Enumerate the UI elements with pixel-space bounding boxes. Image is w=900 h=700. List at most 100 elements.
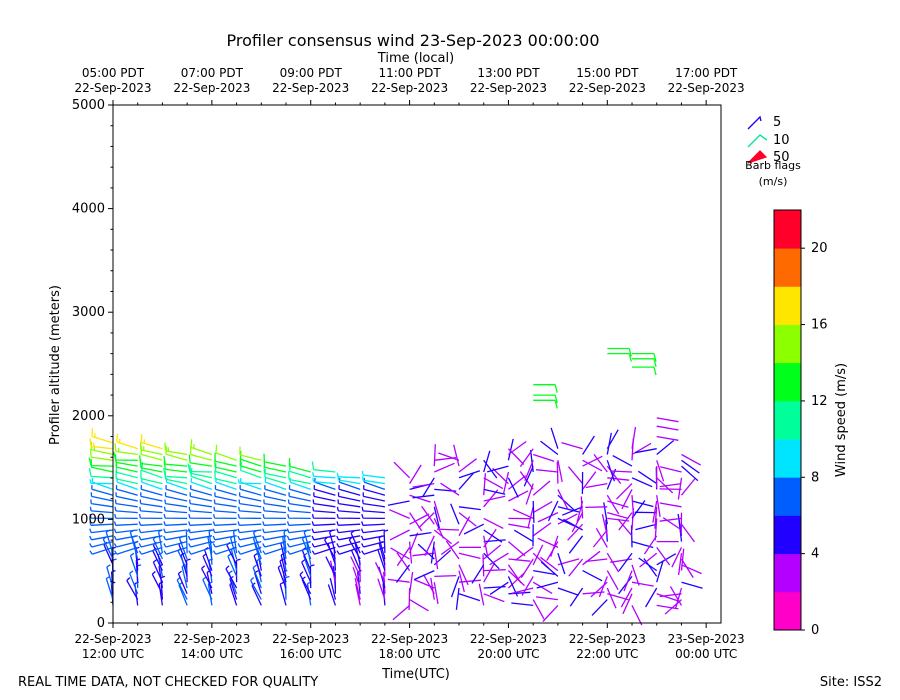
wind-barb	[607, 477, 630, 481]
wind-barb	[188, 546, 213, 555]
top-tick-time: 11:00 PDT	[378, 66, 441, 80]
wind-barb	[610, 558, 633, 563]
wind-barb	[523, 465, 534, 487]
wind-barb	[430, 541, 435, 564]
wind-barb	[664, 599, 682, 615]
wind-barb	[568, 558, 584, 577]
wind-barb	[361, 513, 385, 520]
wind-barb	[681, 453, 702, 466]
wind-barb	[681, 581, 703, 589]
wind-barb	[533, 399, 558, 409]
wind-barb	[114, 499, 138, 508]
wind-barb	[239, 446, 262, 461]
colorbar-tick-label: 12	[811, 394, 828, 409]
wind-barb	[164, 442, 188, 456]
wind-barb	[239, 451, 262, 467]
wind-barb	[337, 499, 361, 508]
wind-barb	[113, 528, 138, 534]
wind-barb	[609, 470, 633, 473]
wind-barb	[287, 546, 311, 555]
wind-barb	[138, 546, 163, 555]
top-tick-date: 22-Sep-2023	[371, 81, 448, 95]
wind-barb	[681, 459, 700, 474]
wind-barb	[262, 528, 287, 534]
wind-barb	[187, 463, 212, 473]
wind-barb	[114, 506, 138, 514]
wind-barb	[532, 480, 551, 496]
wind-barb	[436, 528, 460, 531]
wind-barb	[557, 552, 566, 575]
legend-label-5: 5	[773, 115, 781, 130]
wind-barb	[408, 587, 411, 611]
wind-barb	[201, 565, 213, 589]
y-tick-label: 0	[97, 616, 105, 631]
wind-barb	[413, 570, 435, 581]
wind-barb	[163, 535, 188, 541]
wind-barb	[360, 528, 385, 534]
wind-barb	[152, 547, 163, 571]
wind-barb	[591, 599, 608, 616]
wind-barb	[422, 477, 435, 497]
wind-barb	[656, 439, 675, 456]
x-tick-time: 22:00 UTC	[576, 647, 638, 661]
wind-barb	[557, 513, 578, 525]
wind-barb	[409, 494, 431, 503]
wind-barb	[336, 513, 361, 520]
colorbar-frame	[773, 209, 802, 631]
wind-barb	[189, 446, 213, 461]
wind-barb	[645, 587, 658, 608]
wind-barb	[433, 518, 444, 539]
wind-barb	[163, 461, 188, 473]
wind-barb	[483, 593, 505, 603]
wind-barb	[507, 448, 525, 465]
wind-barb	[585, 482, 608, 489]
wind-barb	[563, 518, 583, 531]
wind-barb	[453, 444, 460, 467]
colorbar-band	[774, 210, 801, 249]
wind-barb	[483, 552, 500, 570]
wind-barb	[623, 570, 633, 592]
colorbar-tick-label: 4	[811, 547, 819, 562]
wind-barb	[656, 425, 679, 431]
wind-barb	[458, 564, 469, 586]
x-tick-time: 14:00 UTC	[181, 647, 243, 661]
wind-barb	[569, 587, 584, 607]
wind-barb	[336, 528, 361, 534]
wind-barb	[511, 587, 534, 595]
wind-barb	[312, 499, 336, 508]
wind-barb	[656, 560, 664, 583]
wind-barb	[396, 547, 411, 567]
wind-barb	[389, 529, 410, 541]
wind-barb	[595, 527, 608, 548]
wind-barb	[568, 535, 584, 554]
wind-barb	[471, 564, 485, 584]
legend-barb-10	[747, 134, 768, 148]
wind-barb	[483, 562, 496, 583]
wind-barb	[681, 564, 702, 575]
wind-barb	[440, 482, 460, 496]
wind-barb	[238, 492, 262, 502]
wind-barb	[483, 495, 506, 502]
wind-barb	[656, 495, 661, 518]
wind-barb	[279, 581, 287, 606]
wind-barb	[163, 546, 188, 555]
wind-barb	[458, 470, 481, 479]
wind-barb	[139, 506, 163, 514]
wind-barb	[91, 485, 114, 496]
quality-disclaimer: REAL TIME DATA, NOT CHECKED FOR QUALITY	[18, 675, 318, 690]
colorbar-label: Wind speed (m/s)	[834, 363, 849, 477]
wind-barb	[635, 523, 657, 531]
wind-barb	[163, 455, 188, 467]
wind-barb	[413, 578, 435, 589]
wind-barb	[395, 564, 411, 583]
wind-barb	[455, 587, 460, 610]
wind-barb	[507, 477, 519, 498]
wind-barb	[214, 452, 237, 467]
wind-barb	[238, 506, 262, 514]
wind-barb	[631, 564, 640, 586]
wind-barb	[412, 552, 435, 557]
wind-barb	[557, 460, 563, 483]
wind-barb	[450, 503, 460, 525]
top-tick-time: 07:00 PDT	[181, 66, 244, 80]
wind-barb	[336, 546, 361, 555]
